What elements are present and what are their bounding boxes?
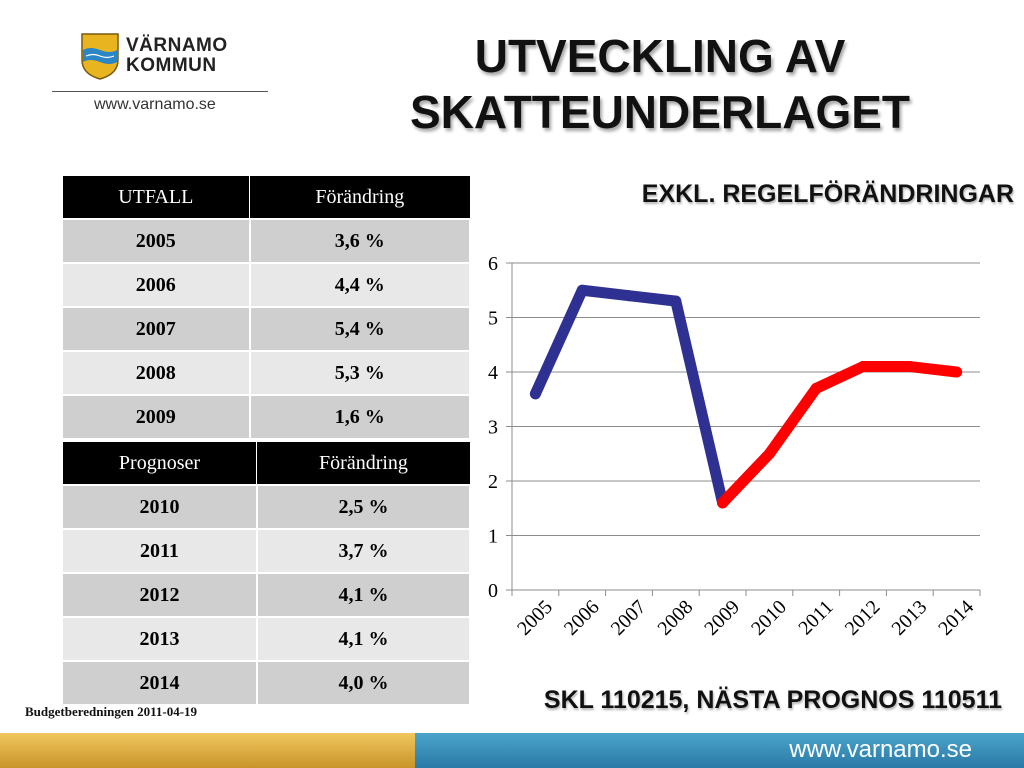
table-row: 2009 1,6 % (61, 394, 472, 440)
table-row: 2011 3,7 % (61, 528, 472, 574)
x-tick-label: 2011 (794, 596, 837, 639)
table-row: 2007 5,4 % (61, 306, 472, 352)
x-tick-label: 2012 (841, 596, 885, 640)
footer-note: Budgetberedningen 2011-04-19 (25, 704, 198, 719)
table-header-row: UTFALL Förändring (61, 175, 471, 220)
table-row: 2010 2,5 % (61, 484, 472, 530)
varnamo-logo: VÄRNAMO KOMMUN (80, 32, 250, 84)
change-cell: 3,6 % (248, 218, 472, 264)
year-cell: 2013 (61, 616, 258, 662)
x-tick-label: 2009 (700, 596, 744, 640)
y-tick-label: 1 (488, 526, 498, 548)
year-cell: 2012 (61, 572, 258, 618)
logo-line-1: VÄRNAMO (126, 35, 228, 56)
year-cell: 2010 (61, 484, 258, 530)
table-header-row: Prognoser Förändring (61, 441, 471, 486)
table-row: 2008 5,3 % (61, 350, 472, 396)
data-point (717, 497, 729, 509)
x-tick-label: 2005 (513, 596, 557, 640)
logo-line-2: KOMMUN (126, 55, 217, 76)
data-point (951, 366, 963, 378)
column-header: Förändring (256, 441, 471, 486)
y-tick-label: 0 (488, 580, 498, 602)
year-cell: 2008 (61, 350, 251, 396)
y-tick-label: 3 (488, 417, 498, 439)
data-point (857, 361, 869, 373)
logo-url: www.varnamo.se (94, 96, 216, 113)
data-point (529, 388, 541, 400)
data-point (576, 284, 588, 296)
footer-url: www.varnamo.se (789, 736, 972, 763)
x-tick-label: 2013 (887, 596, 931, 640)
table-row: 2012 4,1 % (61, 572, 472, 618)
data-point (810, 382, 822, 394)
series-line-2 (717, 361, 963, 509)
year-cell: 2005 (61, 218, 251, 264)
y-tick-label: 6 (488, 253, 498, 275)
change-cell: 5,4 % (248, 306, 472, 352)
data-point (904, 361, 916, 373)
source-note: SKL 110215, NÄSTA PROGNOS 110511 (543, 686, 1002, 714)
slide-subtitle: EXKL. REGELFÖRÄNDRINGAR (641, 180, 1014, 208)
change-cell: 5,3 % (248, 350, 472, 396)
column-header: Prognoser (61, 441, 258, 486)
title-line-2: SKATTEUNDERLAGET (409, 86, 911, 138)
data-point (670, 295, 682, 307)
year-cell: 2007 (61, 306, 251, 352)
change-cell: 2,5 % (255, 484, 472, 530)
change-cell: 3,7 % (255, 528, 472, 574)
coat-of-arms-icon (81, 33, 119, 80)
x-tick-label: 2007 (607, 596, 651, 640)
outcome-table: UTFALL Förändring 2005 3,6 % 2006 4,4 % … (61, 175, 472, 440)
x-tick-label: 2006 (560, 596, 604, 640)
table-row: 2006 4,4 % (61, 262, 472, 308)
change-cell: 1,6 % (248, 394, 472, 440)
table-row: 2014 4,0 % (61, 660, 472, 706)
year-cell: 2006 (61, 262, 251, 308)
table-row: 2013 4,1 % (61, 616, 472, 662)
footer-band-blue (415, 733, 1024, 768)
column-header: Förändring (249, 175, 471, 220)
data-point (623, 290, 635, 302)
slide-title: UTVECKLING AV SKATTEUNDERLAGET (300, 28, 1020, 140)
year-cell: 2009 (61, 394, 251, 440)
column-header: UTFALL (61, 175, 251, 220)
x-tick-label: 2010 (747, 596, 791, 640)
table-row: 2005 3,6 % (61, 218, 472, 264)
change-cell: 4,4 % (248, 262, 472, 308)
change-cell: 4,1 % (255, 572, 472, 618)
forecast-table: Prognoser Förändring 2010 2,5 % 2011 3,7… (61, 441, 472, 706)
x-tick-label: 2014 (934, 596, 978, 640)
change-cell: 4,1 % (255, 616, 472, 662)
logo-divider (52, 91, 268, 92)
year-cell: 2014 (61, 660, 258, 706)
title-line-1: UTVECKLING AV (474, 30, 846, 82)
series-line-1 (529, 284, 729, 509)
y-tick-label: 2 (488, 471, 498, 493)
y-tick-label: 5 (488, 308, 498, 330)
data-point (763, 448, 775, 460)
footer-band-gold (0, 733, 415, 768)
change-cell: 4,0 % (255, 660, 472, 706)
logo-wordmark: VÄRNAMO KOMMUN (126, 36, 228, 76)
year-cell: 2011 (61, 528, 258, 574)
y-tick-label: 4 (488, 362, 498, 384)
x-tick-label: 2008 (653, 596, 697, 640)
